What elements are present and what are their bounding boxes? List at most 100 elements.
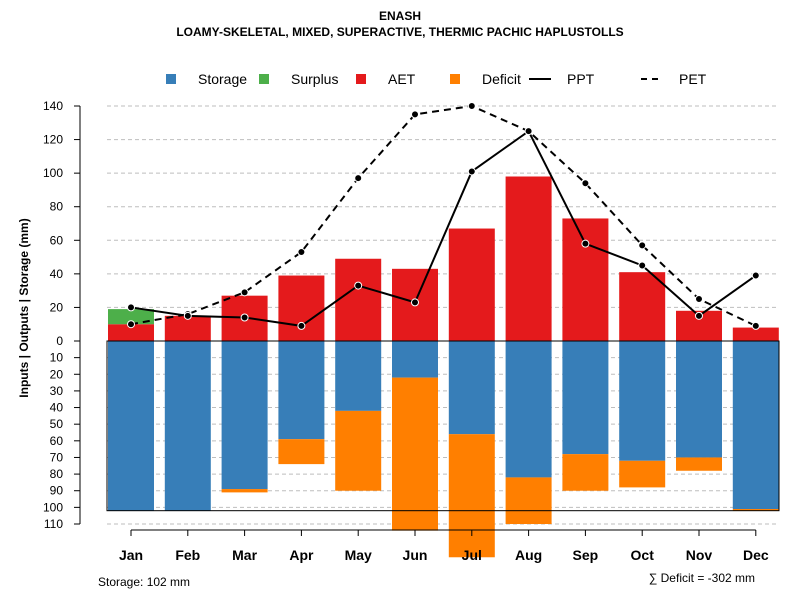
storage-bar: [164, 341, 211, 511]
deficit-bar: [562, 454, 609, 491]
pet-point: [638, 241, 647, 250]
y-tick-label: 80: [50, 200, 64, 214]
storage-bar: [732, 341, 779, 510]
deficit-footnote: ∑ Deficit = -302 mm: [649, 571, 755, 585]
storage-bar: [619, 341, 666, 461]
legend-label: Surplus: [291, 71, 338, 87]
ppt-point: [581, 239, 590, 248]
x-tick-label: Mar: [232, 547, 257, 563]
legend-swatch: [259, 74, 269, 84]
ppt-point: [127, 303, 135, 312]
x-tick-label: Jun: [403, 547, 428, 563]
grid-lines: [107, 105, 779, 525]
legend: Storage Surplus AET Deficit PPT PET: [166, 71, 707, 87]
y-tick-label: 60: [50, 233, 64, 247]
x-tick-label: Oct: [631, 547, 655, 563]
ppt-point: [240, 313, 249, 322]
y-tick-label: 0: [56, 334, 63, 348]
aet-bar: [448, 228, 495, 341]
ppt-point: [524, 127, 533, 136]
legend-swatch: [166, 74, 176, 84]
series-lines: [127, 102, 760, 330]
pet-point: [127, 320, 135, 329]
aet-bar: [619, 272, 666, 341]
aet-bar: [505, 176, 552, 341]
ppt-point: [354, 281, 363, 290]
deficit-bar: [732, 509, 779, 511]
aet-bar: [732, 327, 779, 341]
legend-label: AET: [388, 71, 416, 87]
deficit-bar: [278, 439, 325, 465]
y-tick-label: 40: [50, 267, 64, 281]
storage-bar: [505, 341, 552, 478]
pet-line: [130, 104, 757, 327]
storage-capacity-box: [106, 340, 780, 512]
x-axis: Jan Feb Mar Apr May Jun Jul Aug Sep Oct Nov Dec: [119, 529, 769, 563]
pet-point: [411, 110, 419, 119]
ppt-point: [638, 261, 647, 270]
pet-point: [354, 174, 363, 183]
y-tick-label: 50: [50, 417, 64, 431]
storage-footnote: Storage: 102 mm: [98, 575, 190, 589]
aet-bar: [278, 275, 325, 341]
deficit-bar: [505, 477, 552, 524]
pet-point: [751, 321, 760, 330]
chart-subtitle: LOAMY-SKELETAL, MIXED, SUPERACTIVE, THER…: [176, 25, 623, 39]
x-tick-label: May: [345, 547, 372, 563]
chart-title: ENASH: [379, 9, 421, 23]
x-tick-label: Sep: [573, 547, 599, 563]
y-tick-label: 90: [50, 484, 64, 498]
x-tick-label: Dec: [743, 547, 769, 563]
storage-bar: [335, 341, 382, 411]
deficit-bar: [676, 457, 722, 471]
y-axis-label: Inputs | Outputs | Storage (mm): [17, 218, 31, 397]
ppt-point: [183, 311, 192, 320]
pet-point: [297, 248, 306, 257]
y-tick-label: 70: [50, 450, 64, 464]
y-tick-label: 20: [50, 367, 64, 381]
x-tick-label: Jan: [119, 547, 143, 563]
storage-bar: [392, 341, 438, 378]
deficit-bar: [619, 460, 666, 488]
y-tick-label: 100: [43, 500, 63, 514]
y-tick-label: 60: [50, 434, 64, 448]
legend-label: Storage: [198, 71, 247, 87]
y-tick-label: 110: [44, 517, 63, 531]
y-tick-label: 120: [43, 133, 63, 147]
deficit-bar: [448, 434, 495, 558]
y-tick-label: 10: [50, 351, 64, 365]
y-tick-label: 40: [50, 401, 64, 415]
y-tick-label: 20: [50, 300, 64, 314]
pet-point: [240, 288, 249, 297]
ppt-point: [695, 311, 703, 320]
deficit-bar: [392, 377, 438, 531]
deficit-bar: [221, 489, 268, 493]
x-tick-label: Apr: [289, 547, 314, 563]
legend-swatch: [356, 74, 366, 84]
storage-bar: [676, 341, 722, 458]
storage-bar: [562, 341, 609, 455]
legend-label: PPT: [567, 71, 595, 87]
x-tick-label: Jul: [462, 547, 482, 563]
pet-point: [695, 295, 703, 304]
aet-bar: [164, 315, 211, 341]
y-tick-label: 80: [50, 467, 64, 481]
storage-bar: [221, 341, 268, 490]
x-tick-label: Aug: [515, 547, 542, 563]
pet-point: [581, 179, 590, 188]
ppt-point: [467, 167, 476, 176]
y-axis: 0 20 40 60 80 100 120 140 10 20 30 40 50 60 70 80 90 100 1…: [43, 99, 81, 531]
bars: [108, 176, 779, 558]
ppt-point: [297, 321, 306, 330]
ppt-point: [751, 271, 760, 280]
y-tick-label: 30: [50, 384, 64, 398]
x-tick-label: Feb: [175, 547, 200, 563]
deficit-bar: [335, 410, 382, 491]
ppt-point: [411, 298, 419, 307]
legend-label: PET: [679, 71, 707, 87]
aet-bar: [562, 218, 609, 341]
storage-bar: [278, 341, 325, 440]
ppt-line: [130, 129, 757, 327]
storage-bar: [108, 341, 154, 511]
